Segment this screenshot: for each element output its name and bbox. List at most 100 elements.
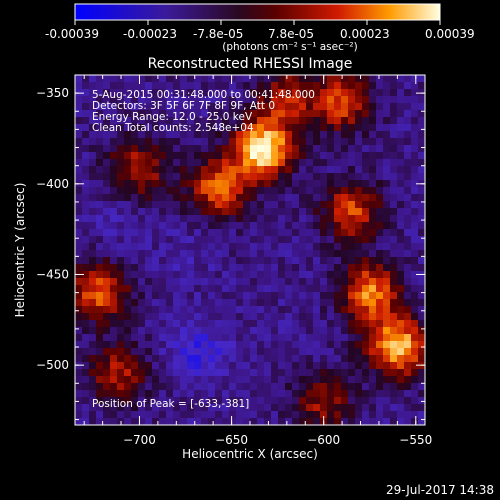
heatmap-cell xyxy=(194,257,202,265)
heatmap-cell xyxy=(145,131,153,139)
heatmap-cell xyxy=(299,257,307,265)
heatmap-cell xyxy=(383,243,391,251)
heatmap-cell xyxy=(208,89,216,97)
heatmap-cell xyxy=(355,194,363,202)
heatmap-cell xyxy=(383,194,391,202)
heatmap-cell xyxy=(383,292,391,300)
heatmap-cell xyxy=(145,222,153,230)
heatmap-cell xyxy=(82,376,90,384)
heatmap-cell xyxy=(124,369,132,377)
heatmap-cell xyxy=(103,180,111,188)
heatmap-cell xyxy=(75,292,83,300)
heatmap-cell xyxy=(145,194,153,202)
heatmap-cell xyxy=(152,117,160,125)
heatmap-cell xyxy=(89,138,97,146)
heatmap-cell xyxy=(278,89,286,97)
heatmap-cell xyxy=(96,397,104,405)
heatmap-cell xyxy=(369,320,377,328)
heatmap-cell xyxy=(271,383,279,391)
heatmap-cell xyxy=(82,131,90,139)
heatmap-cell xyxy=(82,145,90,153)
heatmap-cell xyxy=(390,131,398,139)
heatmap-cell xyxy=(278,75,286,83)
heatmap-cell xyxy=(404,89,412,97)
heatmap-cell xyxy=(334,383,342,391)
heatmap-cell xyxy=(201,271,209,279)
heatmap-cell xyxy=(376,201,384,209)
detectors-annotation: Detectors: 3F 5F 6F 7F 8F 9F, Att 0 xyxy=(92,100,275,112)
heatmap-cell xyxy=(271,75,279,83)
heatmap-cell xyxy=(327,131,335,139)
heatmap-cell xyxy=(243,180,251,188)
heatmap-cell xyxy=(236,390,244,398)
heatmap-cell xyxy=(299,292,307,300)
heatmap-cell xyxy=(313,229,321,237)
heatmap-cell xyxy=(257,285,265,293)
heatmap-cell xyxy=(159,362,167,370)
heatmap-cell xyxy=(110,215,118,223)
heatmap-cell xyxy=(138,117,146,125)
heatmap-cell xyxy=(229,292,237,300)
heatmap-cell xyxy=(418,320,425,328)
heatmap-cell xyxy=(215,299,223,307)
heatmap-cell xyxy=(250,215,258,223)
heatmap-cell xyxy=(222,369,230,377)
heatmap-cell xyxy=(334,152,342,160)
heatmap-cell xyxy=(229,243,237,251)
heatmap-cell xyxy=(103,103,111,111)
heatmap-cell xyxy=(348,222,356,230)
heatmap-cell xyxy=(348,320,356,328)
heatmap-cell xyxy=(89,292,97,300)
heatmap-cell xyxy=(320,208,328,216)
heatmap-cell xyxy=(159,201,167,209)
heatmap-cell xyxy=(117,138,125,146)
colorbar-tick-label: 0.00039 xyxy=(425,27,475,41)
heatmap-cell xyxy=(376,257,384,265)
heatmap-cell xyxy=(292,404,300,412)
heatmap-cell xyxy=(376,285,384,293)
heatmap-cell xyxy=(376,334,384,342)
heatmap-cell xyxy=(257,271,265,279)
heatmap-cell xyxy=(327,201,335,209)
heatmap-cell xyxy=(89,397,97,405)
heatmap-cell xyxy=(334,292,342,300)
heatmap-cell xyxy=(404,222,412,230)
heatmap-cell xyxy=(201,355,209,363)
heatmap-cell xyxy=(362,411,370,419)
heatmap-cell xyxy=(327,355,335,363)
heatmap-cell xyxy=(411,117,419,125)
heatmap-cell xyxy=(383,110,391,118)
heatmap-cell xyxy=(145,390,153,398)
heatmap-cell xyxy=(180,292,188,300)
heatmap-cell xyxy=(124,348,132,356)
heatmap-cell xyxy=(362,418,370,425)
heatmap-cell xyxy=(390,243,398,251)
heatmap-cell xyxy=(257,152,265,160)
heatmap-cell xyxy=(320,257,328,265)
heatmap-cell xyxy=(138,201,146,209)
heatmap-cell xyxy=(229,397,237,405)
heatmap-cell xyxy=(166,376,174,384)
heatmap-cell xyxy=(306,117,314,125)
heatmap-cell xyxy=(201,229,209,237)
heatmap-cell xyxy=(75,152,83,160)
heatmap-cell xyxy=(82,138,90,146)
heatmap-cell xyxy=(138,250,146,258)
heatmap-cell xyxy=(327,180,335,188)
heatmap-cell xyxy=(152,285,160,293)
heatmap-cell xyxy=(278,271,286,279)
heatmap-cell xyxy=(341,383,349,391)
heatmap-cell xyxy=(320,131,328,139)
heatmap-cell xyxy=(355,369,363,377)
heatmap-cell xyxy=(264,264,272,272)
heatmap-cell xyxy=(173,201,181,209)
heatmap-cell xyxy=(145,285,153,293)
heatmap-cell xyxy=(404,159,412,167)
heatmap-cell xyxy=(397,376,405,384)
heatmap-cell xyxy=(82,341,90,349)
heatmap-cell xyxy=(411,215,419,223)
heatmap-cell xyxy=(271,390,279,398)
heatmap-cell xyxy=(117,152,125,160)
heatmap-cell xyxy=(194,348,202,356)
heatmap-cell xyxy=(271,103,279,111)
